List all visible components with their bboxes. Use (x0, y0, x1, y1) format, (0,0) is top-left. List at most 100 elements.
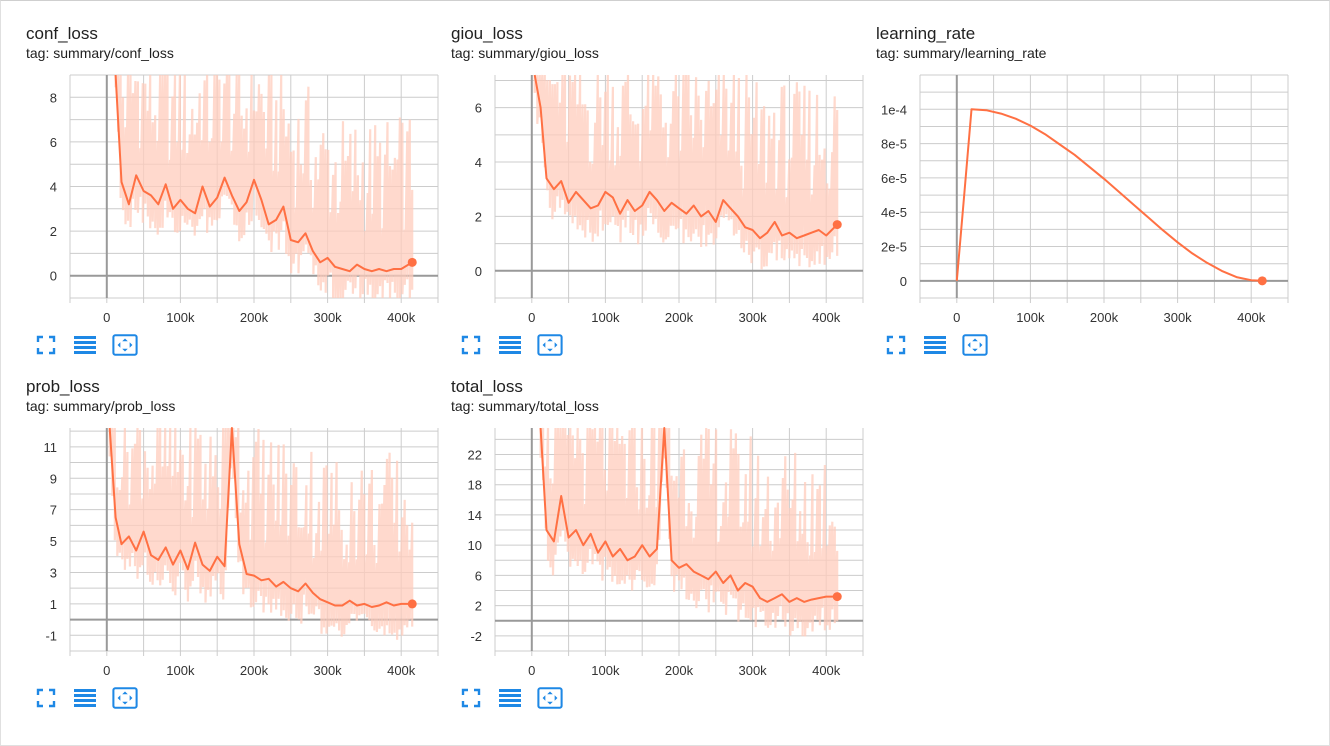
y-tick-label: 18 (468, 478, 482, 493)
x-tick-label: 100k (166, 663, 195, 678)
fit-domain-icon (112, 687, 138, 709)
x-tick-label: 200k (240, 310, 269, 325)
fit-domain-button[interactable] (537, 686, 563, 710)
list-icon (74, 689, 96, 707)
toggle-log-scale-button[interactable] (497, 333, 523, 357)
fullscreen-button[interactable] (33, 333, 59, 357)
x-tick-label: 400k (387, 663, 416, 678)
x-tick-label: 200k (240, 663, 269, 678)
x-tick-label: 0 (528, 310, 535, 325)
y-tick-label: 1e-4 (881, 102, 907, 117)
chart-title: prob_loss (26, 377, 100, 396)
last-point-marker (407, 599, 417, 609)
fit-domain-button[interactable] (112, 333, 138, 357)
chart-tag: tag: summary/giou_loss (451, 45, 599, 61)
last-point-marker (1257, 276, 1267, 286)
series-line (114, 74, 413, 273)
x-tick-label: 100k (166, 310, 195, 325)
y-tick-label: 7 (50, 503, 57, 518)
raw-values-band (533, 74, 839, 270)
x-tick-label: 200k (665, 310, 694, 325)
fullscreen-button[interactable] (458, 686, 484, 710)
fit-domain-button[interactable] (112, 686, 138, 710)
chart-tag: tag: summary/learning_rate (876, 45, 1047, 61)
chart-card-prob-loss: prob_loss tag: summary/prob_loss -1 1 3 5 7 9… (26, 353, 446, 709)
chart-plot: -2 2 6 10 14 18 22 0 100k 200k 300k 400k (468, 427, 864, 678)
last-point-marker (407, 257, 417, 267)
last-point-marker (832, 220, 842, 230)
y-tick-label: 14 (468, 508, 482, 523)
y-tick-label: 4e-5 (881, 205, 907, 220)
y-tick-label: 11 (44, 440, 58, 455)
y-tick-label: 0 (50, 269, 57, 284)
list-icon (74, 336, 96, 354)
chart-tag: tag: summary/prob_loss (26, 398, 176, 414)
toggle-log-scale-button[interactable] (72, 686, 98, 710)
chart-plot: 0 2 4 6 0 100k 200k 300k 400k (475, 74, 864, 325)
chart-plot: 0 2 4 6 8 0 100k 200k 300k 400k (50, 74, 439, 325)
chart-card-learning-rate: learning_rate tag: summary/learning_rate… (876, 0, 1296, 356)
fullscreen-button[interactable] (33, 686, 59, 710)
x-tick-label: 300k (738, 310, 767, 325)
x-tick-label: 300k (738, 663, 767, 678)
fit-domain-icon (112, 334, 138, 356)
list-icon (499, 336, 521, 354)
list-icon (499, 689, 521, 707)
x-tick-label: 200k (1090, 310, 1119, 325)
fit-domain-icon (537, 687, 563, 709)
y-tick-label: 6 (50, 135, 57, 150)
y-tick-label: 6 (475, 101, 482, 116)
fit-domain-button[interactable] (962, 333, 988, 357)
x-tick-label: 300k (313, 663, 342, 678)
fullscreen-button[interactable] (458, 333, 484, 357)
fit-domain-button[interactable] (537, 333, 563, 357)
x-tick-label: 0 (103, 663, 110, 678)
y-tick-label: 8e-5 (881, 137, 907, 152)
y-tick-label: 2 (475, 209, 482, 224)
x-tick-label: 100k (1016, 310, 1045, 325)
x-tick-label: 300k (313, 310, 342, 325)
y-tick-label: 2e-5 (881, 240, 907, 255)
y-tick-label: 22 (468, 447, 482, 462)
chart-plot: -1 1 3 5 7 9 11 0 100k 200k 300k 400k (44, 427, 439, 678)
y-tick-label: 2 (50, 224, 57, 239)
y-tick-label: 2 (475, 599, 482, 614)
x-tick-label: 0 (953, 310, 960, 325)
toggle-log-scale-button[interactable] (497, 686, 523, 710)
y-tick-label: 6 (475, 568, 482, 583)
x-tick-label: 300k (1163, 310, 1192, 325)
fit-domain-icon (537, 334, 563, 356)
y-tick-label: 9 (50, 471, 57, 486)
y-tick-label: 8 (50, 90, 57, 105)
x-tick-label: 400k (812, 310, 841, 325)
chart-title: total_loss (451, 377, 523, 396)
chart-tag: tag: summary/total_loss (451, 398, 599, 414)
fullscreen-icon (461, 335, 481, 355)
x-tick-label: 100k (591, 663, 620, 678)
fullscreen-button[interactable] (883, 333, 909, 357)
x-tick-label: 0 (103, 310, 110, 325)
chart-card-total-loss: total_loss tag: summary/total_loss -2 2 6 1… (451, 353, 871, 709)
x-tick-label: 400k (1237, 310, 1266, 325)
y-tick-label: 0 (475, 264, 482, 279)
raw-values-band (539, 427, 839, 637)
fullscreen-icon (461, 688, 481, 708)
series-line (533, 74, 838, 240)
y-tick-label: -2 (470, 629, 482, 644)
toggle-log-scale-button[interactable] (72, 333, 98, 357)
last-point-marker (832, 592, 842, 602)
chart-title: giou_loss (451, 24, 523, 43)
y-tick-label: 0 (900, 274, 907, 289)
list-icon (924, 336, 946, 354)
fullscreen-icon (36, 335, 56, 355)
x-tick-label: 400k (812, 663, 841, 678)
x-tick-label: 400k (387, 310, 416, 325)
fullscreen-icon (886, 335, 906, 355)
raw-values-band (114, 74, 414, 299)
y-tick-label: 6e-5 (881, 171, 907, 186)
chart-plot: 0 2e-5 4e-5 6e-5 8e-5 1e-4 0 100k 200k 300k 400k (881, 74, 1289, 325)
y-tick-label: 3 (50, 565, 57, 580)
chart-tag: tag: summary/conf_loss (26, 45, 174, 61)
chart-card-giou-loss: giou_loss tag: summary/giou_loss 0 2 4 6 0 10… (451, 0, 871, 356)
toggle-log-scale-button[interactable] (922, 333, 948, 357)
